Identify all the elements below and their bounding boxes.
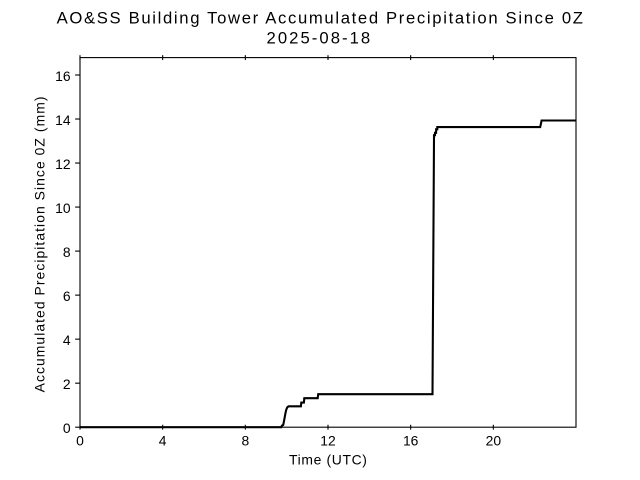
svg-text:10: 10 <box>55 200 71 216</box>
svg-text:4: 4 <box>159 432 167 448</box>
svg-text:2025-08-18: 2025-08-18 <box>267 29 373 48</box>
svg-text:8: 8 <box>241 432 249 448</box>
svg-text:0: 0 <box>76 432 84 448</box>
svg-text:16: 16 <box>403 432 419 448</box>
svg-text:2: 2 <box>63 376 71 392</box>
svg-text:4: 4 <box>63 332 71 348</box>
svg-text:12: 12 <box>55 156 71 172</box>
svg-text:14: 14 <box>55 112 71 128</box>
svg-text:6: 6 <box>63 288 71 304</box>
svg-text:Accumulated Precipitation Sinc: Accumulated Precipitation Since 0Z (mm) <box>31 95 47 392</box>
svg-text:0: 0 <box>63 420 71 436</box>
svg-text:20: 20 <box>486 432 502 448</box>
svg-text:12: 12 <box>320 432 336 448</box>
svg-text:AO&SS Building Tower Accumulat: AO&SS Building Tower Accumulated Precipi… <box>57 9 585 28</box>
svg-text:16: 16 <box>55 68 71 84</box>
svg-text:Time (UTC): Time (UTC) <box>289 452 368 468</box>
svg-text:8: 8 <box>63 244 71 260</box>
